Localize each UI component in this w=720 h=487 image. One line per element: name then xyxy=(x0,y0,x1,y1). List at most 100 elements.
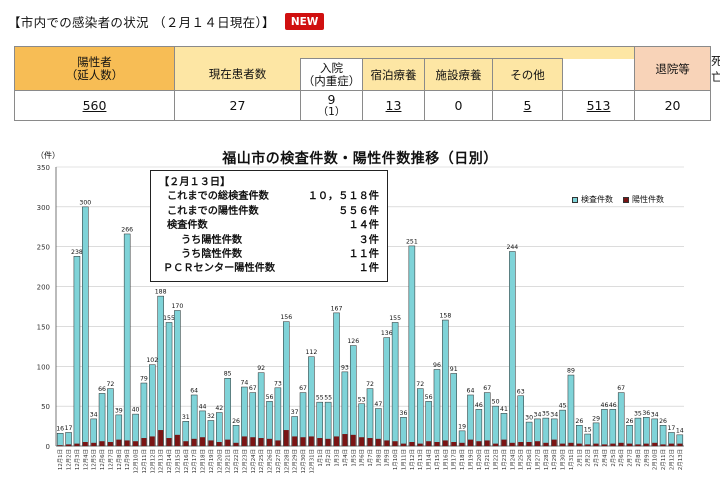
header-hotel: 宿泊療養 xyxy=(362,58,425,91)
x-tick-label: 2月6日 xyxy=(618,449,625,467)
value-positive[interactable]: 560 xyxy=(14,90,175,121)
data-label: 34 xyxy=(651,411,659,418)
x-tick-label: 12月30日 xyxy=(300,449,307,474)
positive-link[interactable]: 560 xyxy=(82,98,107,113)
bar-tests xyxy=(450,373,457,447)
data-label: 64 xyxy=(190,387,198,394)
bar-positive xyxy=(325,438,331,446)
x-tick-label: 1月15日 xyxy=(434,449,441,470)
other-link[interactable]: 5 xyxy=(523,98,532,113)
bar-tests xyxy=(425,401,432,447)
bar-tests xyxy=(442,319,449,447)
data-label: 56 xyxy=(425,394,433,401)
x-tick-label: 1月23日 xyxy=(501,449,508,470)
data-label: 67 xyxy=(249,385,257,392)
bar-positive xyxy=(292,436,298,446)
new-badge: NEW xyxy=(284,12,325,30)
x-tick-label: 12月27日 xyxy=(275,449,282,474)
bar-positive xyxy=(660,444,666,446)
data-label: 17 xyxy=(65,425,73,432)
bar-positive xyxy=(183,441,189,446)
bar-tests xyxy=(609,409,617,447)
bar-positive xyxy=(141,438,147,446)
bar-positive xyxy=(300,437,306,446)
x-tick-label: 2月1日 xyxy=(576,449,583,467)
status-title: 【市内での感染者の状況 （２月１４日現在）】 xyxy=(8,14,275,30)
header-facility: 施設療養 xyxy=(424,58,493,91)
x-tick-label: 1月14日 xyxy=(426,449,433,470)
bar-tests xyxy=(408,245,416,447)
bar-positive xyxy=(174,434,180,446)
data-label: 45 xyxy=(559,403,567,410)
data-label: 31 xyxy=(182,414,190,421)
bar-positive xyxy=(233,442,239,446)
x-tick-label: 12月11日 xyxy=(141,449,148,474)
x-tick-label: 12月15日 xyxy=(174,449,181,474)
x-tick-label: 1月25日 xyxy=(518,449,525,470)
value-other[interactable]: 5 xyxy=(492,90,563,121)
summary-label: ＰＣＲセンター陽性件数 xyxy=(163,263,276,275)
bar-positive xyxy=(342,434,348,446)
x-tick-label: 12月31日 xyxy=(308,449,315,474)
data-label: 39 xyxy=(115,407,123,414)
x-tick-label: 12月28日 xyxy=(283,449,290,474)
legend-positive: 陽性件数 xyxy=(623,194,664,205)
data-label: 89 xyxy=(567,368,575,375)
bar-tests xyxy=(123,233,131,447)
bar-tests xyxy=(257,372,265,447)
data-label: 136 xyxy=(381,330,393,337)
x-tick-label: 1月31日 xyxy=(568,449,575,470)
x-tick-label: 12月13日 xyxy=(158,449,165,474)
x-tick-label: 12月2日 xyxy=(66,449,73,470)
x-tick-label: 12月25日 xyxy=(258,449,265,474)
hotel-link[interactable]: 13 xyxy=(385,98,402,113)
bar-positive xyxy=(66,444,72,446)
y-tick-label: 350 xyxy=(37,164,50,172)
x-tick-label: 1月9日 xyxy=(384,449,391,467)
bar-tests xyxy=(73,256,81,447)
bar-tests xyxy=(308,356,315,447)
data-label: 72 xyxy=(366,381,374,388)
bar-positive xyxy=(501,439,507,446)
bar-positive xyxy=(241,436,247,446)
bar-positive xyxy=(216,442,222,446)
data-label: 46 xyxy=(475,402,483,409)
bar-positive xyxy=(384,440,390,446)
value-hospitalized: 9 （1） xyxy=(300,90,363,121)
y-tick-label: 150 xyxy=(37,323,50,331)
x-tick-label: 2月3日 xyxy=(593,449,600,467)
bar-tests xyxy=(659,425,667,447)
x-tick-label: 1月1日 xyxy=(317,449,324,467)
data-label: 73 xyxy=(274,380,282,387)
value-discharged[interactable]: 513 xyxy=(561,90,636,121)
x-tick-label: 1月24日 xyxy=(509,449,516,470)
summary-value: １０，５１８件 xyxy=(307,191,379,203)
data-label: 40 xyxy=(132,407,140,414)
bar-tests xyxy=(559,409,566,447)
x-tick-label: 12月12日 xyxy=(149,449,156,474)
data-label: 91 xyxy=(450,366,458,373)
data-label: 64 xyxy=(467,387,475,394)
bar-tests xyxy=(467,394,474,447)
bar-positive xyxy=(585,444,591,446)
bar-tests xyxy=(617,392,625,447)
x-tick-label: 12月18日 xyxy=(200,449,207,474)
bar-positive xyxy=(484,440,490,446)
discharged-link[interactable]: 513 xyxy=(586,98,611,113)
bar-positive xyxy=(668,443,674,446)
value-deaths: 20 xyxy=(634,90,712,121)
bar-tests xyxy=(433,369,441,447)
bar-tests xyxy=(634,417,642,447)
x-tick-label: 2月13日 xyxy=(677,449,684,470)
data-label: 74 xyxy=(240,380,248,387)
bar-tests xyxy=(174,310,181,447)
data-label: 67 xyxy=(299,385,307,392)
data-label: 156 xyxy=(280,314,292,321)
header-other: その他 xyxy=(492,58,563,91)
data-label: 72 xyxy=(416,381,424,388)
bar-positive xyxy=(568,442,574,446)
x-tick-label: 12月4日 xyxy=(82,449,89,470)
header-positive: 陽性者 （延人数） xyxy=(14,46,175,91)
x-tick-label: 2月2日 xyxy=(585,449,592,467)
bar-tests xyxy=(149,364,156,447)
